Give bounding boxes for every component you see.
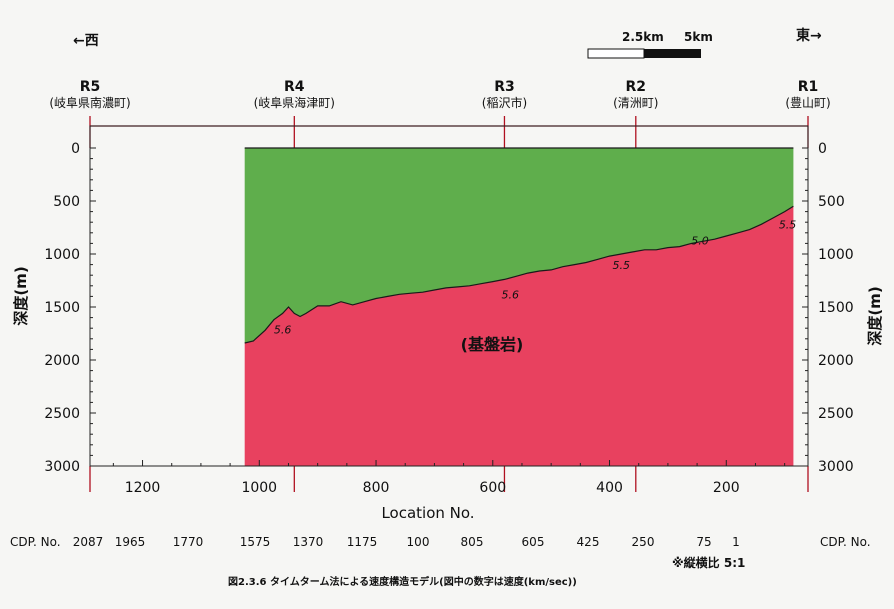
cdp-number-row: CDP. No. CDP. No. 2087 1965 1770 1575 1370 11… (10, 535, 871, 549)
cdp-value: 605 (522, 535, 545, 549)
cdp-value: 1965 (115, 535, 146, 549)
scale-bar-label-2: 5km (684, 30, 713, 44)
station-place-label: (清洲町) (613, 96, 658, 110)
y-tick-label-right: 1000 (818, 247, 854, 263)
scale-bar-white-segment (587, 48, 645, 59)
station-id-label: R1 (798, 79, 819, 95)
station-place-label: (岐阜県南濃町) (49, 95, 130, 110)
x-axis: 1200 1000 800 600 400 200 (112, 460, 786, 496)
basement-boundary-line (244, 205, 794, 344)
upper-layer-area (244, 148, 794, 343)
cdp-value: 2087 (73, 535, 104, 549)
y-tick-label-right: 1500 (818, 300, 854, 316)
y-tick-label-left: 1500 (44, 300, 80, 316)
cdp-row-label-left: CDP. No. (10, 535, 61, 549)
scale-bar: 2.5km 5km (587, 30, 713, 59)
cdp-value: 75 (696, 535, 711, 549)
station-id-label: R4 (284, 79, 305, 95)
cdp-value: 1770 (173, 535, 204, 549)
y-axis: 0 0 500 500 1000 1000 1500 1500 2000 2000 2500 2500… (44, 141, 853, 475)
y-tick-label-left: 0 (71, 141, 80, 157)
station-markers: R5(岐阜県南濃町) R4(岐阜県海津町) R3(稲沢市) R2(清洲町) R1(豊山町… (49, 79, 831, 492)
figure-caption: 図2.3.6 タイムターム法による速度構造モデル(図中の数字は速度(km/sec… (228, 575, 577, 588)
cdp-value: 425 (577, 535, 600, 549)
y-axis-title-left: 深度(m) (12, 266, 30, 325)
y-tick-label-left: 2000 (44, 353, 80, 369)
y-tick-label-left: 2500 (44, 406, 80, 422)
cdp-row-label-right: CDP. No. (820, 535, 871, 549)
cdp-value: 1575 (240, 535, 271, 549)
cdp-value: 805 (461, 535, 484, 549)
station-id-label: R3 (494, 79, 515, 95)
basement-layer-area (244, 206, 794, 467)
x-tick-label: 1200 (125, 480, 161, 496)
station-place-label: (稲沢市) (482, 95, 527, 110)
velocity-value-label: 5.6 (502, 289, 520, 302)
y-axis-title-right: 深度(m) (866, 286, 884, 345)
cdp-value: 1 (732, 535, 740, 549)
x-tick-label: 400 (596, 480, 623, 496)
x-tick-label: 600 (479, 480, 506, 496)
cdp-value: 1370 (293, 535, 324, 549)
velocity-value-label: 5.5 (612, 259, 630, 272)
velocity-labels: 5.6 5.6 5.5 5.0 5.5 (274, 219, 796, 337)
cdp-value: 250 (632, 535, 655, 549)
y-tick-label-right: 2500 (818, 406, 854, 422)
station-place-label: (岐阜県海津町) (254, 95, 335, 110)
cdp-value: 1175 (347, 535, 378, 549)
velocity-value-label: 5.0 (691, 234, 709, 247)
x-tick-label: 1000 (241, 480, 277, 496)
x-tick-label: 800 (363, 480, 390, 496)
direction-west-label: ←西 (73, 33, 99, 49)
y-tick-label-right: 3000 (818, 459, 854, 475)
y-tick-label-right: 500 (818, 194, 845, 210)
x-tick-label: 200 (713, 480, 740, 496)
station-id-label: R5 (80, 79, 101, 95)
y-tick-label-right: 0 (818, 141, 827, 157)
y-tick-label-left: 1000 (44, 247, 80, 263)
station-id-label: R2 (626, 79, 647, 95)
aspect-ratio-note: ※縦横比 5:1 (672, 555, 745, 570)
scale-bar-black-segment (644, 49, 701, 58)
y-tick-label-left: 500 (53, 194, 80, 210)
scale-bar-label-1: 2.5km (622, 30, 664, 44)
direction-east-label: 東→ (796, 27, 822, 44)
velocity-value-label: 5.6 (274, 324, 292, 337)
cdp-value: 100 (407, 535, 430, 549)
basement-rock-label: (基盤岩) (461, 335, 524, 354)
y-tick-label-left: 3000 (44, 459, 80, 475)
velocity-value-label: 5.5 (779, 219, 797, 232)
station-place-label: (豊山町) (785, 96, 830, 110)
x-axis-title: Location No. (381, 504, 474, 522)
y-tick-label-right: 2000 (818, 353, 854, 369)
